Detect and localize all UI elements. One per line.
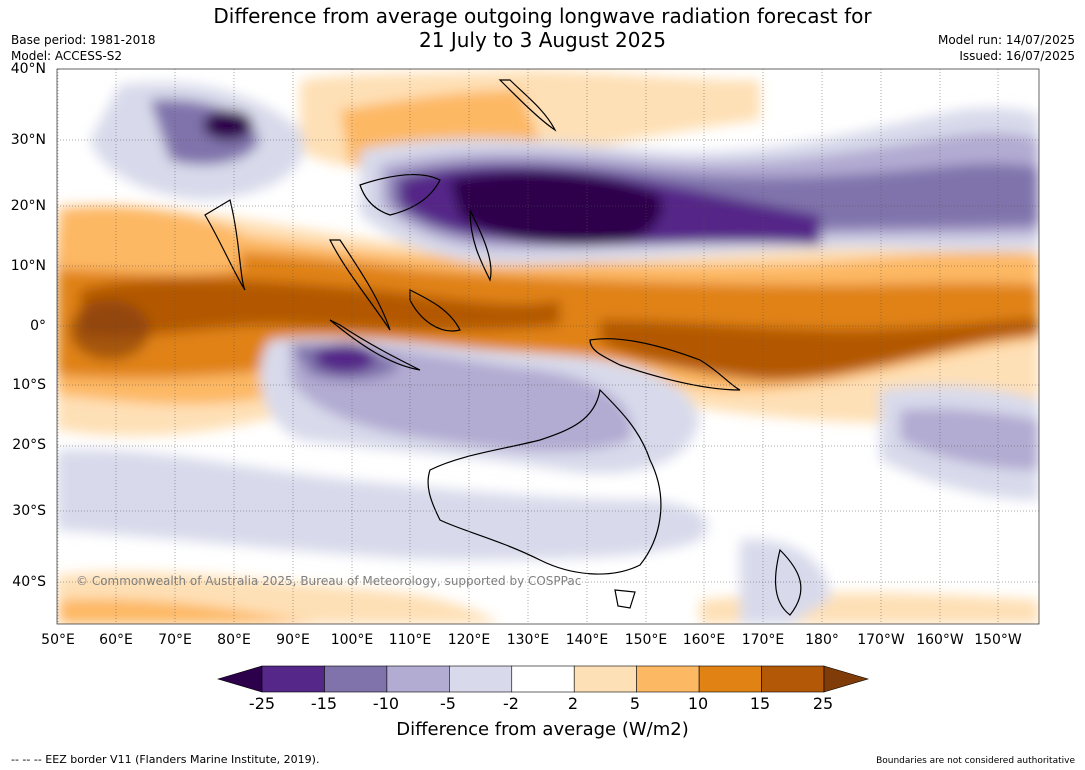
anomaly-shading — [57, 70, 1039, 624]
colorbar-tick-label: -2 — [503, 694, 519, 713]
tasmania-coast — [614, 589, 636, 609]
lon-label: 90°E — [276, 632, 310, 648]
colorbar-box — [511, 665, 575, 693]
lon-label: 150°E — [624, 632, 668, 648]
colorbar-tick-label: 10 — [687, 694, 709, 713]
lat-label: 30°S — [12, 503, 46, 519]
lon-label: 140°E — [565, 632, 609, 648]
lat-label: 10°N — [10, 258, 46, 274]
lon-label: 150°W — [974, 632, 1022, 648]
colorbar-box — [449, 665, 513, 693]
colorbar-tick-label: 15 — [749, 694, 771, 713]
colorbar-box — [324, 665, 388, 693]
lat-label: 20°N — [10, 198, 46, 214]
colorbar-tick-label: -15 — [310, 694, 338, 713]
colorbar-high-arrow — [823, 665, 870, 693]
lon-label: 80°E — [217, 632, 251, 648]
lon-label: 50°E — [41, 632, 75, 648]
map-title: Difference from average outgoing longwav… — [0, 4, 1085, 52]
new-zealand-coast — [774, 548, 802, 616]
colorbar-tick-label: 25 — [812, 694, 834, 713]
colorbar — [216, 665, 870, 693]
meta-left: Base period: 1981-2018 Model: ACCESS-S2 — [11, 32, 156, 64]
lon-label: 70°E — [158, 632, 192, 648]
lon-label: 180° — [805, 632, 839, 648]
colorbar-low-arrow — [216, 665, 263, 693]
lat-label: 0° — [30, 318, 46, 334]
colorbar-box — [761, 665, 825, 693]
lon-label: 130°E — [506, 632, 550, 648]
gridlines — [57, 68, 1039, 624]
eez-legend-note: -- -- -- EEZ border V11 (Flanders Marine… — [11, 753, 320, 766]
colorbar-tick-label: 2 — [567, 694, 579, 713]
model-name: Model: ACCESS-S2 — [11, 49, 123, 63]
lon-label: 170°W — [857, 632, 905, 648]
issued-date: Issued: 16/07/2025 — [959, 49, 1075, 63]
colorbar-box — [261, 665, 325, 693]
colorbar-box — [573, 665, 637, 693]
colorbar-boxes — [261, 665, 825, 693]
lon-label: 160°W — [916, 632, 964, 648]
colorbar-box — [698, 665, 762, 693]
coastlines — [204, 79, 802, 616]
copyright-notice: © Commonwealth of Australia 2025, Bureau… — [76, 574, 582, 588]
philippines-coast — [469, 209, 492, 282]
lat-label: 40°S — [12, 574, 46, 590]
meta-right: Model run: 14/07/2025 Issued: 16/07/2025 — [938, 32, 1075, 64]
colorbar-title: Difference from average (W/m2) — [396, 719, 689, 740]
lat-label: 40°N — [10, 61, 46, 77]
japan-coast — [498, 79, 557, 132]
anomaly-field — [57, 69, 1039, 624]
lat-label: 30°N — [10, 132, 46, 148]
malay-peninsula-coast — [329, 239, 391, 331]
base-period: Base period: 1981-2018 — [11, 33, 156, 47]
colorbar-box — [636, 665, 700, 693]
lon-label: 100°E — [330, 632, 374, 648]
title-line-1: Difference from average outgoing longwav… — [213, 4, 872, 28]
colorbar-tick-label: -5 — [440, 694, 456, 713]
lat-label: 10°S — [12, 377, 46, 393]
sumatra-coast — [329, 319, 421, 371]
india-coast — [204, 199, 246, 291]
model-run: Model run: 14/07/2025 — [937, 33, 1075, 47]
map-frame — [56, 68, 1040, 625]
lon-label: 170°E — [741, 632, 785, 648]
boundary-disclaimer: Boundaries are not considered authoritat… — [876, 756, 1075, 766]
lat-label: 20°S — [12, 437, 46, 453]
borneo-coast — [409, 289, 461, 332]
china-coast — [359, 173, 441, 216]
title-line-2: 21 July to 3 August 2025 — [419, 28, 666, 52]
colorbar-tick-label: -10 — [372, 694, 400, 713]
lon-label: 160°E — [682, 632, 726, 648]
colorbar-tick-label: -25 — [248, 694, 276, 713]
lon-label: 110°E — [388, 632, 432, 648]
lon-label: 60°E — [99, 632, 133, 648]
colorbar-box — [386, 665, 450, 693]
colorbar-tick-label: 5 — [629, 694, 641, 713]
lon-label: 120°E — [447, 632, 491, 648]
australia-coast — [427, 388, 662, 575]
new-guinea-coast — [589, 338, 741, 391]
